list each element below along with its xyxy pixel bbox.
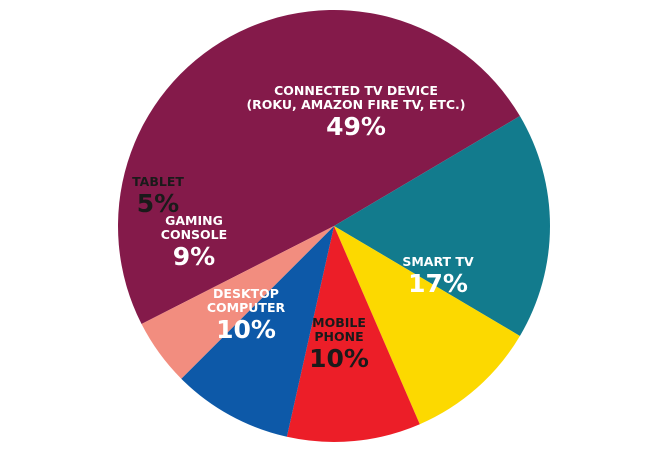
slice-name-line: GAMING	[165, 213, 223, 228]
slice-value-label: 49%	[326, 112, 386, 141]
pie-slice-mobile-phone	[334, 226, 520, 425]
slice-name-line: (ROKU, AMAZON FIRE TV, ETC.)	[246, 97, 465, 112]
pie-slice-gaming-console	[181, 226, 334, 437]
slice-label-connected-tv-device-roku-amazon-fire-tv-etc: CONNECTED TV DEVICE(ROKU, AMAZON FIRE TV…	[246, 83, 465, 141]
slice-value-label: 5%	[137, 189, 179, 218]
slice-value-label: 9%	[173, 242, 215, 271]
slice-name-line: CONSOLE	[161, 227, 227, 242]
slice-name-line: PHONE	[314, 329, 363, 344]
slice-name-line: COMPUTER	[207, 300, 286, 315]
slice-name-line: CONNECTED TV DEVICE	[274, 83, 438, 98]
slice-name-line: MOBILE	[312, 315, 366, 330]
pie-slice-smart-tv	[334, 116, 550, 336]
pie-slices	[118, 10, 550, 442]
pie-labels: CONNECTED TV DEVICE(ROKU, AMAZON FIRE TV…	[132, 83, 474, 373]
slice-name-line: TABLET	[132, 174, 184, 189]
slice-name-line: SMART TV	[402, 254, 474, 269]
pie-slice-tablet	[141, 226, 334, 379]
slice-value-label: 10%	[216, 315, 276, 344]
pie-slice-connected-tv-device-roku-amazon-fire-tv-etc	[118, 10, 520, 325]
pie-slice-desktop-computer	[286, 226, 420, 442]
slice-value-label: 10%	[309, 344, 369, 373]
slice-value-label: 17%	[408, 269, 468, 298]
slice-name-line: DESKTOP	[213, 286, 279, 301]
